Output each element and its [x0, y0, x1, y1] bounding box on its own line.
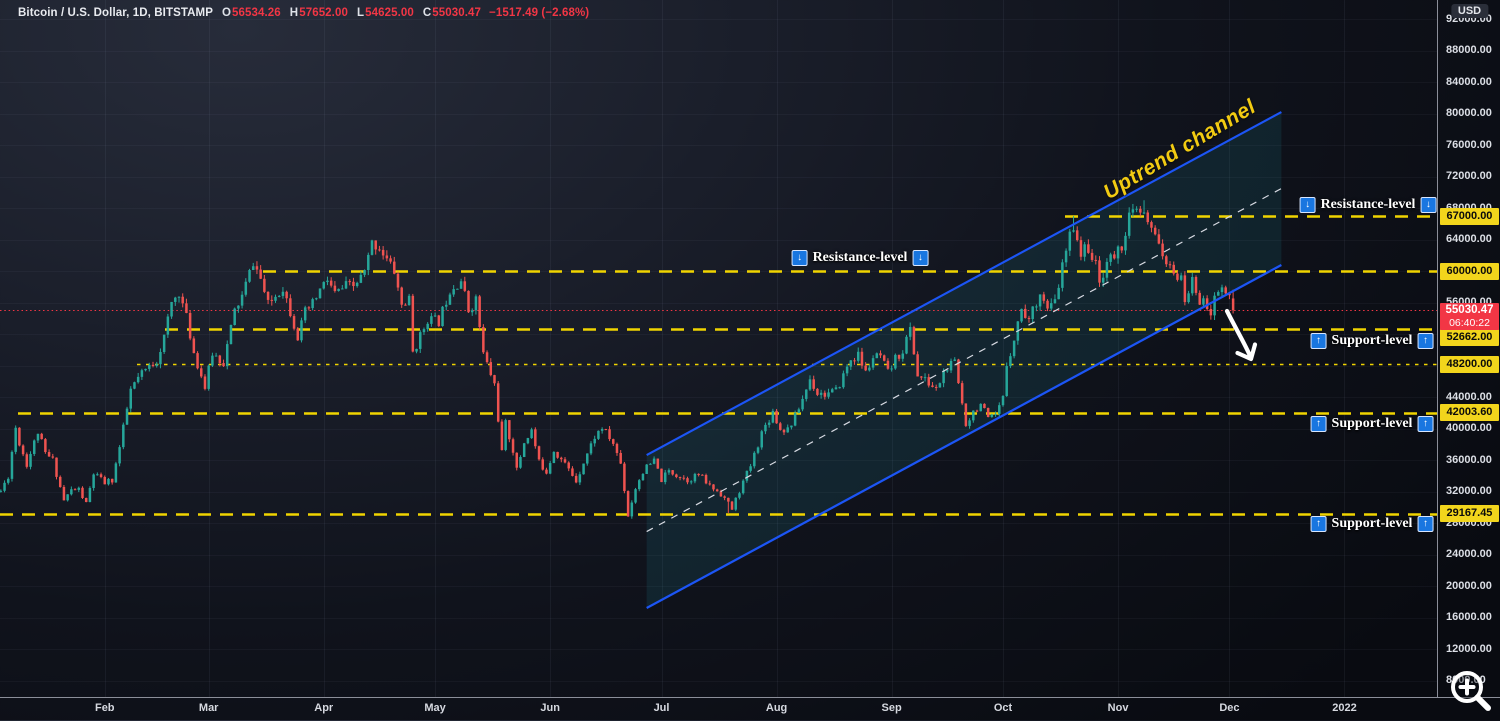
price-tick: 40000.00: [1446, 422, 1492, 435]
level-label-text: Support-level: [1331, 333, 1413, 348]
close-label: C: [422, 7, 432, 19]
level-label-text: Support-level: [1331, 516, 1413, 531]
current-price-tag: 55030.47 06:40:22: [1440, 303, 1499, 331]
axis-currency-label: USD: [1450, 4, 1489, 18]
price-level-tag: 67000.00: [1440, 207, 1499, 225]
price-level-tag: 52662.00: [1440, 329, 1499, 347]
change-value: −1517.49 (−2.68%): [489, 7, 590, 19]
up-arrow-icon: ↑: [1417, 333, 1434, 349]
up-arrow-icon: ↑: [1310, 333, 1327, 349]
level-label-text: Resistance-level: [1320, 197, 1416, 212]
symbol-title[interactable]: Bitcoin / U.S. Dollar, 1D, BITSTAMP: [18, 7, 213, 19]
time-axis[interactable]: Feb Mar Apr May Jun Jul Aug Sep Oct Nov Dec 2022: [0, 697, 1500, 721]
bar-countdown: 06:40:22: [1449, 317, 1490, 330]
price-tick: 44000.00: [1446, 390, 1492, 403]
close-value: 55030.47: [432, 7, 482, 19]
zoom-in-icon[interactable]: [1445, 665, 1497, 717]
time-tick: Apr: [314, 702, 334, 714]
down-arrow-icon: ↓: [1420, 197, 1437, 213]
time-tick: Aug: [765, 702, 788, 714]
price-level-tag: 29167.45: [1440, 505, 1499, 523]
down-arrow-icon: ↓: [912, 250, 929, 266]
low-label: L: [356, 7, 365, 19]
time-tick: Feb: [94, 702, 115, 714]
support-level-label[interactable]: ↑ Support-level ↑: [1310, 416, 1434, 432]
time-tick: 2022: [1332, 702, 1357, 714]
resistance-level-label[interactable]: ↓ Resistance-level ↓: [791, 250, 929, 266]
time-tick: Oct: [993, 702, 1013, 714]
symbol-legend: Bitcoin / U.S. Dollar, 1D, BITSTAMP O5653…: [18, 7, 589, 19]
level-label-text: Support-level: [1331, 416, 1413, 431]
resistance-level-label[interactable]: ↓ Resistance-level ↓: [1299, 197, 1437, 213]
time-tick: Jun: [540, 702, 560, 714]
up-arrow-icon: ↑: [1417, 416, 1434, 432]
price-tick: 16000.00: [1446, 611, 1492, 624]
level-label-text: Resistance-level: [812, 250, 908, 265]
price-level-tag: 60000.00: [1440, 262, 1499, 280]
down-arrow-icon: ↓: [791, 250, 808, 266]
price-level-tag: 48200.00: [1440, 355, 1499, 373]
price-tick: 84000.00: [1446, 75, 1492, 88]
low-value: 54625.00: [365, 7, 414, 19]
price-axis[interactable]: USD 8000.0012000.0016000.0020000.0024000…: [1437, 0, 1500, 697]
open-label: O: [221, 7, 232, 19]
price-tick: 76000.00: [1446, 138, 1492, 151]
up-arrow-icon: ↑: [1310, 416, 1327, 432]
price-tick: 88000.00: [1446, 44, 1492, 57]
up-arrow-icon: ↑: [1417, 516, 1434, 532]
open-value: 56534.26: [232, 7, 281, 19]
price-tick: 24000.00: [1446, 548, 1492, 561]
price-tick: 80000.00: [1446, 107, 1492, 120]
price-tick: 20000.00: [1446, 579, 1492, 592]
price-tick: 36000.00: [1446, 453, 1492, 466]
price-tick: 64000.00: [1446, 233, 1492, 246]
time-tick: Dec: [1219, 702, 1240, 714]
high-value: 57652.00: [299, 7, 348, 19]
time-tick: Mar: [198, 702, 219, 714]
support-level-label[interactable]: ↑ Support-level ↑: [1310, 333, 1434, 349]
price-tick: 12000.00: [1446, 642, 1492, 655]
current-price-value: 55030.47: [1445, 304, 1494, 317]
down-arrow-icon: ↓: [1299, 197, 1316, 213]
high-label: H: [289, 7, 299, 19]
time-tick: Sep: [881, 702, 902, 714]
price-level-tag: 42003.60: [1440, 404, 1499, 422]
time-tick: May: [424, 702, 446, 714]
time-tick: Nov: [1107, 702, 1129, 714]
up-arrow-icon: ↑: [1310, 516, 1327, 532]
price-tick: 32000.00: [1446, 485, 1492, 498]
price-tick: 72000.00: [1446, 170, 1492, 183]
time-tick: Jul: [653, 702, 670, 714]
support-level-label[interactable]: ↑ Support-level ↑: [1310, 516, 1434, 532]
